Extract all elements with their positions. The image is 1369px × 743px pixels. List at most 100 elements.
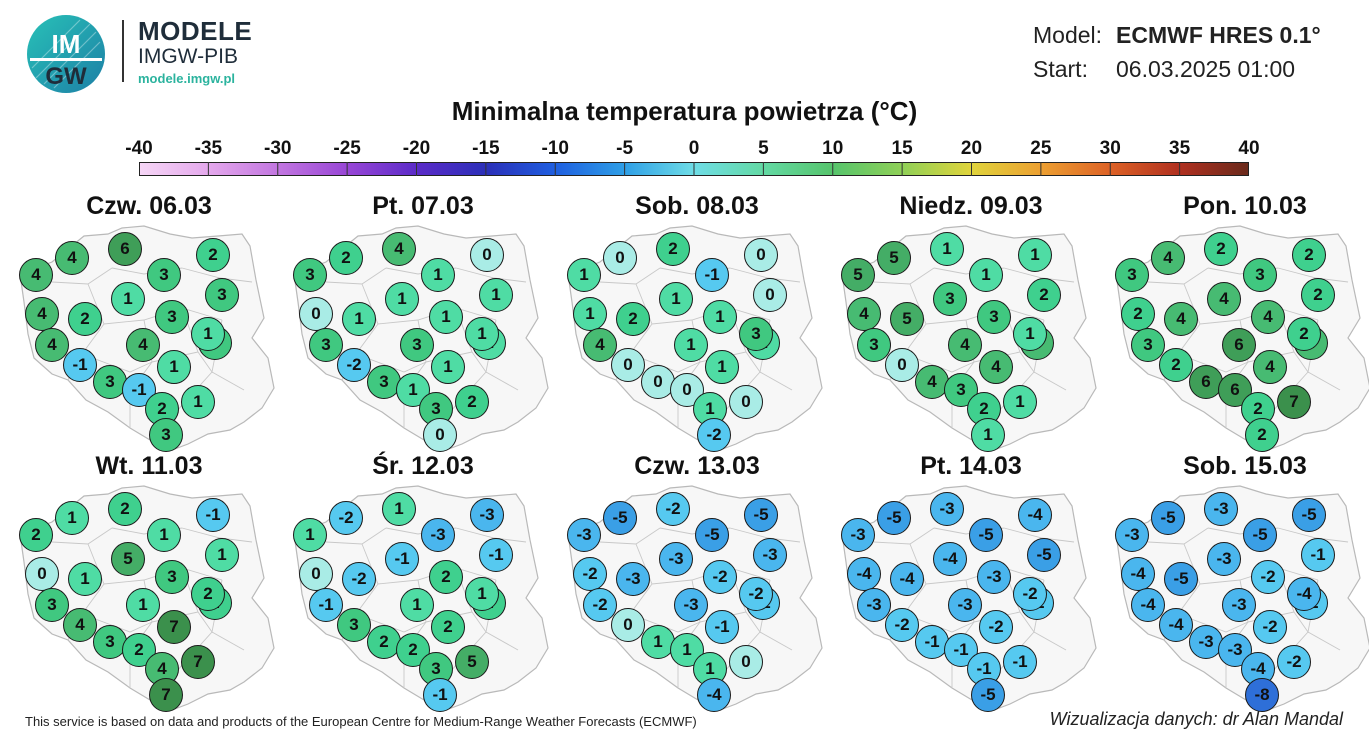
temperature-marker: 2 (455, 385, 489, 419)
forecast-panel: Pt. 14.03-5-3-4-3-5-5-4-4-4-3-3-3-2-2-2-… (834, 452, 1108, 722)
model-value: ECMWF HRES 0.1° (1116, 22, 1321, 48)
scale-tick-label: 20 (960, 138, 983, 159)
temperature-marker: 1 (969, 258, 1003, 292)
temperature-marker: 2 (431, 610, 465, 644)
temperature-marker: -5 (1243, 518, 1277, 552)
temperature-marker: 3 (739, 317, 773, 351)
brand-title: MODELE (138, 16, 253, 46)
temperature-marker: 3 (293, 258, 327, 292)
temperature-marker: -3 (1207, 542, 1241, 576)
temperature-marker: 3 (147, 258, 181, 292)
temperature-marker: -3 (841, 518, 875, 552)
temperature-marker: 0 (25, 557, 59, 591)
temperature-marker: 2 (656, 232, 690, 266)
panel-date-title: Czw. 06.03 (86, 192, 212, 220)
scale-tick-label: -30 (264, 138, 292, 159)
temperature-marker: 1 (111, 282, 145, 316)
temperature-marker: 0 (299, 297, 333, 331)
temperature-marker: 5 (877, 241, 911, 275)
temperature-marker: 1 (573, 297, 607, 331)
brand-url[interactable]: modele.imgw.pl (138, 71, 236, 86)
temperature-marker: 7 (181, 645, 215, 679)
temperature-marker: -3 (1189, 625, 1223, 659)
scale-tick-label: -40 (125, 138, 153, 159)
temperature-marker: -3 (977, 560, 1011, 594)
temperature-marker: -3 (470, 498, 504, 532)
temperature-marker: 3 (1131, 328, 1165, 362)
temperature-marker: 2 (191, 577, 225, 611)
temperature-marker: 1 (421, 258, 455, 292)
temperature-marker: -2 (979, 610, 1013, 644)
temperature-marker: 2 (196, 238, 230, 272)
temperature-marker: -3 (857, 588, 891, 622)
panel-date-title: Sob. 15.03 (1183, 452, 1307, 480)
temperature-marker: 7 (149, 678, 183, 712)
temperature-marker: 1 (1003, 385, 1037, 419)
scale-tick-label: 15 (891, 138, 913, 159)
temperature-marker: 2 (429, 560, 463, 594)
forecast-panel: Pon. 10.03422332244436424662722 (1108, 192, 1369, 462)
temperature-marker: 1 (705, 350, 739, 384)
temperature-marker: 1 (157, 350, 191, 384)
panel-date-title: Pt. 14.03 (920, 452, 1022, 480)
temperature-marker: 0 (603, 241, 637, 275)
temperature-marker: 4 (1253, 350, 1287, 384)
scale-tick-label: 30 (1099, 138, 1121, 159)
temperature-marker: 2 (1245, 418, 1279, 452)
temperature-marker: -3 (1222, 588, 1256, 622)
svg-text:GW: GW (45, 63, 87, 90)
temperature-marker: -1 (1301, 538, 1335, 572)
temperature-marker: -3 (567, 518, 601, 552)
temperature-marker: 4 (126, 328, 160, 362)
temperature-marker: 1 (126, 588, 160, 622)
temperature-marker: 4 (63, 608, 97, 642)
scale-tick-label: 40 (1238, 138, 1260, 159)
temperature-marker: 2 (108, 492, 142, 526)
temperature-marker: 2 (1027, 278, 1061, 312)
temperature-marker: 0 (470, 238, 504, 272)
temperature-marker: 1 (1018, 238, 1052, 272)
temperature-marker: 4 (382, 232, 416, 266)
scale-tick-label: 10 (822, 138, 844, 159)
panel-date-title: Sob. 08.03 (635, 192, 759, 220)
temperature-marker: -3 (1115, 518, 1149, 552)
temperature-marker: 4 (1251, 300, 1285, 334)
temperature-marker: 0 (423, 418, 457, 452)
temperature-marker: 1 (930, 232, 964, 266)
temperature-marker: -5 (971, 678, 1005, 712)
temperature-marker: 1 (68, 562, 102, 596)
temperature-marker: -3 (674, 588, 708, 622)
temperature-marker: -5 (695, 518, 729, 552)
temperature-marker: -5 (744, 498, 778, 532)
panel-date-title: Czw. 13.03 (634, 452, 760, 480)
temperature-marker: 4 (948, 328, 982, 362)
temperature-marker: 1 (465, 317, 499, 351)
temperature-marker: 4 (583, 328, 617, 362)
temperature-marker: 4 (979, 350, 1013, 384)
temperature-marker: 2 (1204, 232, 1238, 266)
temperature-marker: -5 (1164, 562, 1198, 596)
temperature-marker: -2 (656, 492, 690, 526)
forecast-panel: Śr. 12.03-21-31-3-10-1-22-112322235-11 (286, 452, 560, 722)
temperature-marker: -4 (1121, 557, 1155, 591)
panel-date-title: Śr. 12.03 (372, 452, 474, 480)
temperature-marker: 3 (35, 588, 69, 622)
temperature-marker: 3 (1115, 258, 1149, 292)
temperature-marker: -4 (847, 557, 881, 591)
poland-map: 12-1211051331247324772 (12, 482, 286, 722)
ecmwf-attribution: This service is based on data and produc… (25, 714, 697, 729)
temperature-marker: 1 (400, 588, 434, 622)
poland-map: -5-3-5-3-5-1-4-3-5-2-4-3-2-4-2-3-3-4-2-8… (1108, 482, 1369, 722)
model-label: Model: (1033, 22, 1103, 48)
temperature-marker: 0 (744, 238, 778, 272)
temperature-marker: 3 (400, 328, 434, 362)
temperature-marker: -2 (342, 562, 376, 596)
temperature-marker: 7 (157, 610, 191, 644)
temperature-marker: 1 (293, 518, 327, 552)
temperature-marker: 1 (429, 300, 463, 334)
temperature-marker: -2 (885, 608, 919, 642)
color-scale-labels: -40 -35 -30 -25 -20 -15 -10 -5 0 5 10 15 20 25 30 35 40 (0, 138, 1369, 162)
temperature-marker: 1 (205, 538, 239, 572)
temperature-marker: 4 (55, 241, 89, 275)
